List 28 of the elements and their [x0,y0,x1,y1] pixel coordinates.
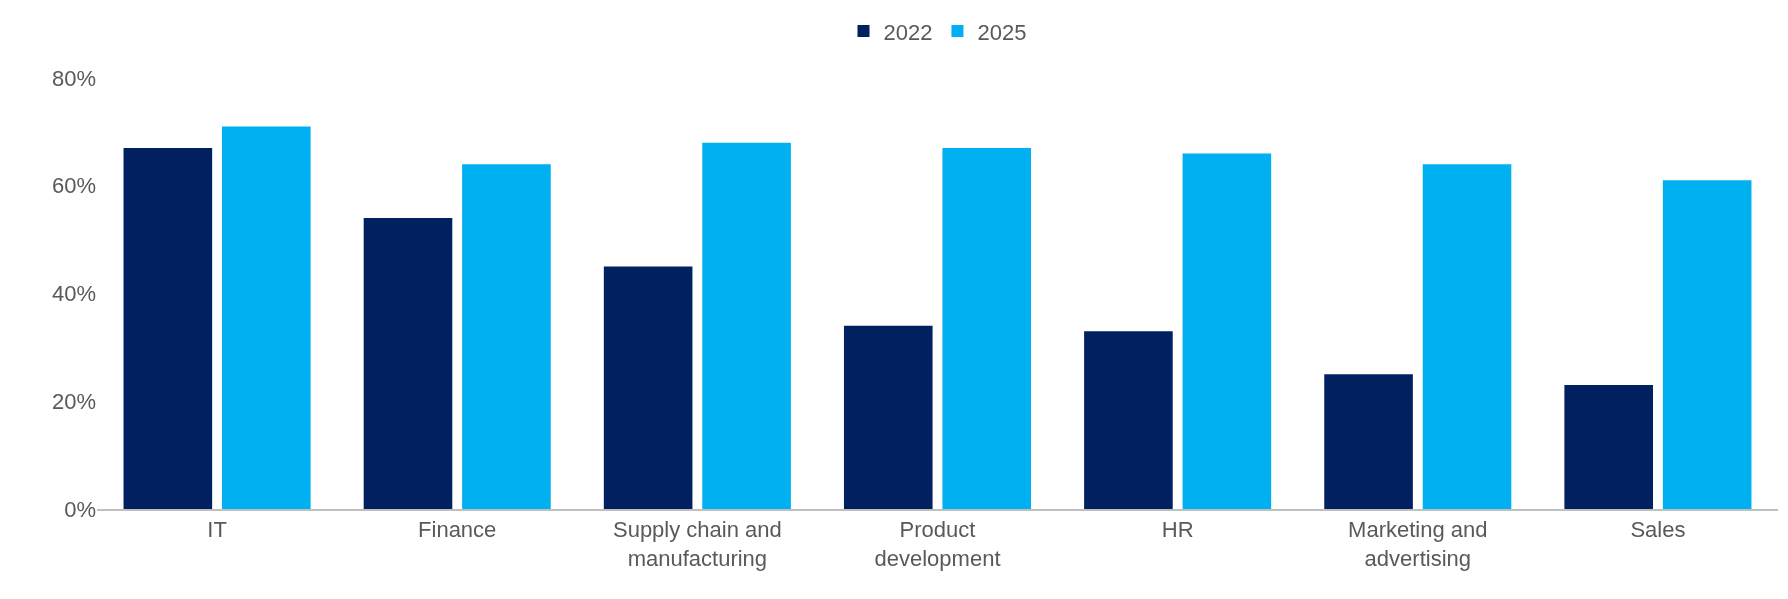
bar [702,142,791,509]
bar [221,126,311,509]
y-tick-label: 80% [51,65,96,91]
bar [123,148,213,509]
bar [462,164,551,509]
x-tick-label: HR [1161,517,1194,543]
y-tick-label: 20% [51,388,96,414]
bar [1182,153,1272,509]
x-tick-label: Marketing and advertising [1348,517,1488,571]
x-tick-label: Finance [418,517,497,543]
bar [363,218,453,509]
bar [942,148,1032,509]
bar [1564,385,1654,509]
y-tick-label: 0% [64,496,96,522]
bar [1662,180,1752,509]
y-tick-label: 60% [51,173,96,199]
x-tick-label: Product development [874,517,1001,571]
legend-label: 2022 [883,19,933,45]
bar [1084,331,1173,509]
bar [1324,374,1413,509]
x-tick-label: Sales [1630,517,1686,543]
x-tick-label: Supply chain and manufacturing [612,517,782,571]
bar [603,266,693,509]
bar [843,325,933,509]
x-tick-label: IT [207,517,227,543]
y-tick-label: 40% [51,281,96,307]
legend-label: 2025 [977,19,1027,45]
bar [1422,164,1512,509]
